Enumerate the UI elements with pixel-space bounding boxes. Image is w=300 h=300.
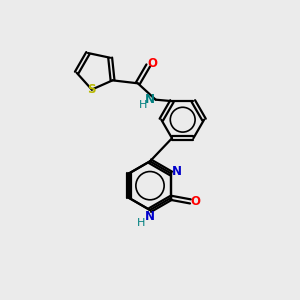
Text: O: O — [148, 58, 158, 70]
Text: S: S — [88, 83, 96, 96]
Text: H: H — [139, 100, 147, 110]
Text: N: N — [145, 210, 155, 223]
Text: O: O — [191, 195, 201, 208]
Text: N: N — [172, 166, 182, 178]
Text: H: H — [137, 218, 145, 227]
Text: N: N — [145, 93, 155, 106]
